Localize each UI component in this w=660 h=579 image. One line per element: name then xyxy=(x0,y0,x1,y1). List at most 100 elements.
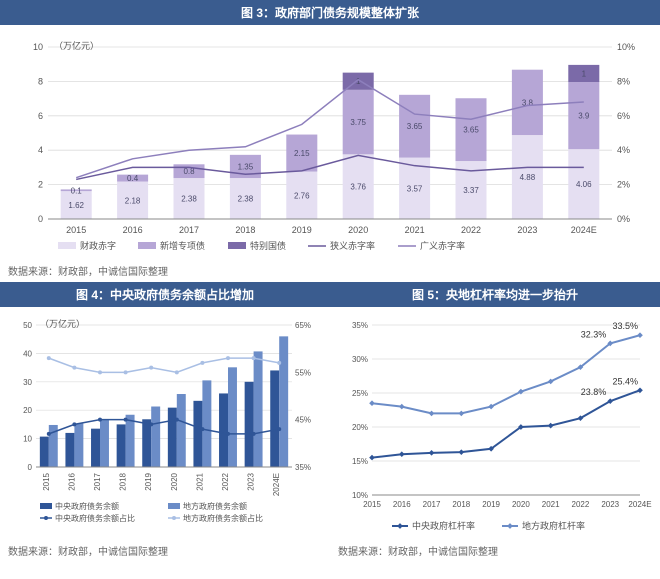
svg-text:2022: 2022 xyxy=(221,472,230,490)
fig3-chart: 02468100%2%4%6%8%10%（万亿元）1.620.120152.18… xyxy=(0,25,660,259)
svg-text:4%: 4% xyxy=(617,145,630,155)
svg-text:2024E: 2024E xyxy=(628,500,651,509)
svg-text:8%: 8% xyxy=(617,76,630,86)
svg-text:2023: 2023 xyxy=(517,225,537,235)
svg-text:35%: 35% xyxy=(295,463,311,472)
bottom-row: 图 4：中央政府债务余额占比增加 0102030405035%45%55%65%… xyxy=(0,282,660,562)
svg-text:2%: 2% xyxy=(617,180,630,190)
svg-text:2015: 2015 xyxy=(363,500,381,509)
svg-text:3.9: 3.9 xyxy=(578,112,590,121)
svg-text:2024E: 2024E xyxy=(272,473,281,496)
svg-text:2.38: 2.38 xyxy=(238,195,254,204)
svg-text:2.76: 2.76 xyxy=(294,191,310,200)
svg-text:23.8%: 23.8% xyxy=(581,387,607,397)
svg-text:20: 20 xyxy=(23,406,32,415)
svg-text:2016: 2016 xyxy=(123,225,143,235)
svg-text:10%: 10% xyxy=(352,491,368,500)
svg-text:2022: 2022 xyxy=(461,225,481,235)
svg-text:2020: 2020 xyxy=(512,500,530,509)
svg-text:2023: 2023 xyxy=(601,500,619,509)
svg-text:2020: 2020 xyxy=(170,472,179,490)
svg-text:33.5%: 33.5% xyxy=(612,321,638,331)
svg-text:2019: 2019 xyxy=(292,225,312,235)
svg-text:15%: 15% xyxy=(352,457,368,466)
svg-text:2023: 2023 xyxy=(247,472,256,490)
svg-text:65%: 65% xyxy=(295,321,311,330)
fig4-svg: 0102030405035%45%55%65%（万亿元）201520162017… xyxy=(8,311,322,539)
svg-text:3.65: 3.65 xyxy=(407,122,423,131)
fig5-svg: 10%15%20%25%30%35%2015201620172018201920… xyxy=(338,311,652,539)
svg-text:0.1: 0.1 xyxy=(71,186,83,195)
svg-text:财政赤字: 财政赤字 xyxy=(80,240,116,251)
fig5-title: 图 5：央地杠杆率均进一步抬升 xyxy=(330,282,660,307)
svg-text:特别国债: 特别国债 xyxy=(250,240,286,251)
svg-text:2016: 2016 xyxy=(67,472,76,490)
svg-text:4.88: 4.88 xyxy=(520,173,536,182)
svg-text:2018: 2018 xyxy=(235,225,255,235)
svg-text:2.18: 2.18 xyxy=(125,196,141,205)
svg-text:0.4: 0.4 xyxy=(127,174,139,183)
svg-text:40: 40 xyxy=(23,349,32,358)
fig4-source: 数据来源：财政部，中诚信国际整理 xyxy=(0,539,330,562)
svg-text:4.06: 4.06 xyxy=(576,180,592,189)
fig4-panel: 图 4：中央政府债务余额占比增加 0102030405035%45%55%65%… xyxy=(0,282,330,562)
fig3-source: 数据来源：财政部，中诚信国际整理 xyxy=(0,259,660,282)
svg-text:55%: 55% xyxy=(295,368,311,377)
svg-text:新增专项债: 新增专项债 xyxy=(160,240,205,251)
svg-text:广义赤字率: 广义赤字率 xyxy=(420,240,465,251)
svg-text:2016: 2016 xyxy=(393,500,411,509)
svg-text:3.65: 3.65 xyxy=(463,126,479,135)
svg-text:10: 10 xyxy=(23,435,32,444)
svg-text:2015: 2015 xyxy=(66,225,86,235)
svg-text:（万亿元）: （万亿元） xyxy=(40,318,85,329)
fig3-panel: 图 3：政府部门债务规模整体扩张 02468100%2%4%6%8%10%（万亿… xyxy=(0,0,660,282)
svg-text:2: 2 xyxy=(38,180,43,190)
svg-text:2.15: 2.15 xyxy=(294,149,310,158)
svg-text:0: 0 xyxy=(38,214,43,224)
fig5-source: 数据来源：财政部，中诚信国际整理 xyxy=(330,539,660,562)
svg-text:10: 10 xyxy=(33,42,43,52)
svg-text:2019: 2019 xyxy=(482,500,500,509)
svg-text:6: 6 xyxy=(38,111,43,121)
svg-text:中央政府杠杆率: 中央政府杠杆率 xyxy=(412,520,475,531)
svg-text:3.57: 3.57 xyxy=(407,184,423,193)
svg-text:0%: 0% xyxy=(617,214,630,224)
fig5-panel: 图 5：央地杠杆率均进一步抬升 10%15%20%25%30%35%201520… xyxy=(330,282,660,562)
svg-text:2018: 2018 xyxy=(119,472,128,490)
svg-text:2017: 2017 xyxy=(179,225,199,235)
svg-text:10%: 10% xyxy=(617,42,635,52)
svg-text:1.62: 1.62 xyxy=(68,201,84,210)
svg-text:25%: 25% xyxy=(352,389,368,398)
fig3-svg: 02468100%2%4%6%8%10%（万亿元）1.620.120152.18… xyxy=(8,29,652,259)
svg-text:地方政府债务余额: 地方政府债务余额 xyxy=(183,501,247,511)
fig3-title: 图 3：政府部门债务规模整体扩张 xyxy=(0,0,660,25)
svg-text:1: 1 xyxy=(582,69,587,78)
svg-text:2015: 2015 xyxy=(42,472,51,490)
svg-text:2019: 2019 xyxy=(144,472,153,490)
svg-text:2017: 2017 xyxy=(93,472,102,490)
svg-text:4: 4 xyxy=(38,145,43,155)
svg-text:2021: 2021 xyxy=(542,500,560,509)
svg-text:2.38: 2.38 xyxy=(181,195,197,204)
svg-text:35%: 35% xyxy=(352,321,368,330)
fig4-title: 图 4：中央政府债务余额占比增加 xyxy=(0,282,330,307)
svg-text:30: 30 xyxy=(23,378,32,387)
svg-text:1.35: 1.35 xyxy=(238,162,254,171)
svg-text:地方政府债务余额占比: 地方政府债务余额占比 xyxy=(183,513,263,523)
svg-text:2022: 2022 xyxy=(572,500,590,509)
fig4-chart: 0102030405035%45%55%65%（万亿元）201520162017… xyxy=(0,307,330,539)
svg-text:6%: 6% xyxy=(617,111,630,121)
svg-text:3.76: 3.76 xyxy=(350,183,366,192)
svg-text:2018: 2018 xyxy=(452,500,470,509)
svg-text:2021: 2021 xyxy=(195,472,204,490)
svg-text:3.75: 3.75 xyxy=(350,118,366,127)
svg-text:地方政府杠杆率: 地方政府杠杆率 xyxy=(522,520,585,531)
svg-text:32.3%: 32.3% xyxy=(581,329,607,339)
svg-text:2020: 2020 xyxy=(348,225,368,235)
svg-text:2021: 2021 xyxy=(405,225,425,235)
svg-text:2024E: 2024E xyxy=(571,225,597,235)
svg-text:25.4%: 25.4% xyxy=(612,376,638,386)
svg-text:0: 0 xyxy=(28,463,33,472)
svg-text:中央政府债务余额占比: 中央政府债务余额占比 xyxy=(55,513,135,523)
fig5-chart: 10%15%20%25%30%35%2015201620172018201920… xyxy=(330,307,660,539)
